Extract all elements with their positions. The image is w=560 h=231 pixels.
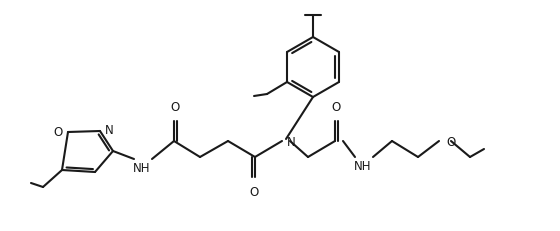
Text: O: O <box>446 135 455 148</box>
Text: NH: NH <box>354 159 372 172</box>
Text: O: O <box>54 125 63 138</box>
Text: N: N <box>105 124 114 137</box>
Text: O: O <box>170 100 180 113</box>
Text: NH: NH <box>133 161 151 174</box>
Text: N: N <box>287 135 296 148</box>
Text: O: O <box>249 185 259 198</box>
Text: O: O <box>332 100 340 113</box>
